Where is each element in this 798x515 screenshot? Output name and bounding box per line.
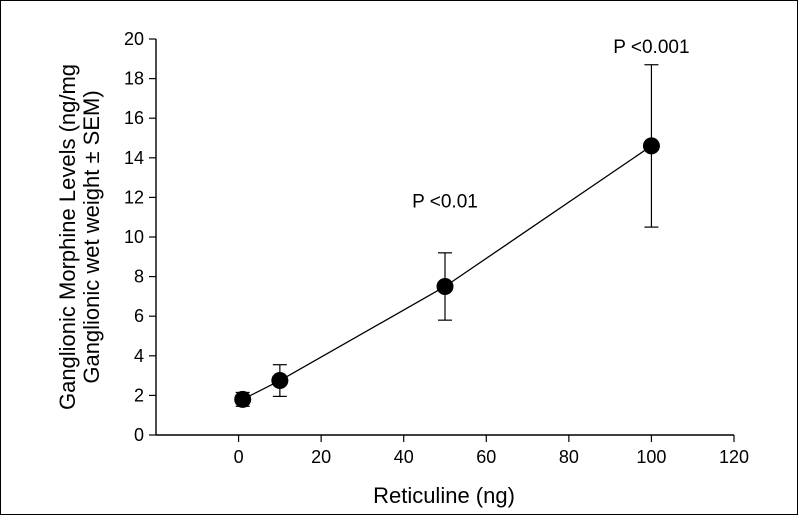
y-tick-label-10: 10 [124, 227, 144, 247]
y-tick-label-20: 20 [124, 29, 144, 49]
y-axis-title-line-2: Ganglionic wet weight ± SEM) [79, 90, 104, 383]
data-point-1 [271, 372, 289, 390]
y-tick-label-2: 2 [134, 385, 144, 405]
x-tick-label-0: 0 [234, 447, 244, 467]
y-axis-title-line-1: Ganglionic Morphine Levels (ng/mg [55, 64, 80, 410]
y-tick-label-16: 16 [124, 108, 144, 128]
annotation-p-001-at-50: P <0.01 [412, 191, 478, 212]
y-tick-label-4: 4 [134, 346, 144, 366]
x-tick-label-100: 100 [636, 447, 666, 467]
y-tick-label-0: 0 [134, 425, 144, 445]
y-tick-label-14: 14 [124, 148, 144, 168]
axes: 0 2 4 6 8 10 12 14 16 18 20 0 20 40 60 80 100 120 [124, 29, 749, 467]
annotation-p-0001-at-100: P <0.001 [613, 37, 689, 58]
y-tick-label-18: 18 [124, 69, 144, 89]
x-tick-label-40: 40 [394, 447, 414, 467]
x-tick-label-120: 120 [719, 447, 749, 467]
data-point-0 [234, 390, 252, 408]
x-axis-title: Reticuline (ng) [373, 483, 515, 508]
labels: Reticuline (ng) Ganglionic Morphine Leve… [55, 37, 690, 508]
data-marks [234, 64, 660, 408]
x-tick-label-80: 80 [559, 447, 579, 467]
x-tick-label-60: 60 [476, 447, 496, 467]
data-point-2 [436, 278, 454, 295]
series-line [242, 145, 652, 400]
y-tick-label-12: 12 [124, 187, 144, 207]
y-tick-label-8: 8 [134, 267, 144, 287]
data-point-3 [642, 137, 660, 155]
y-tick-label-6: 6 [134, 306, 144, 326]
x-tick-label-20: 20 [311, 447, 331, 467]
